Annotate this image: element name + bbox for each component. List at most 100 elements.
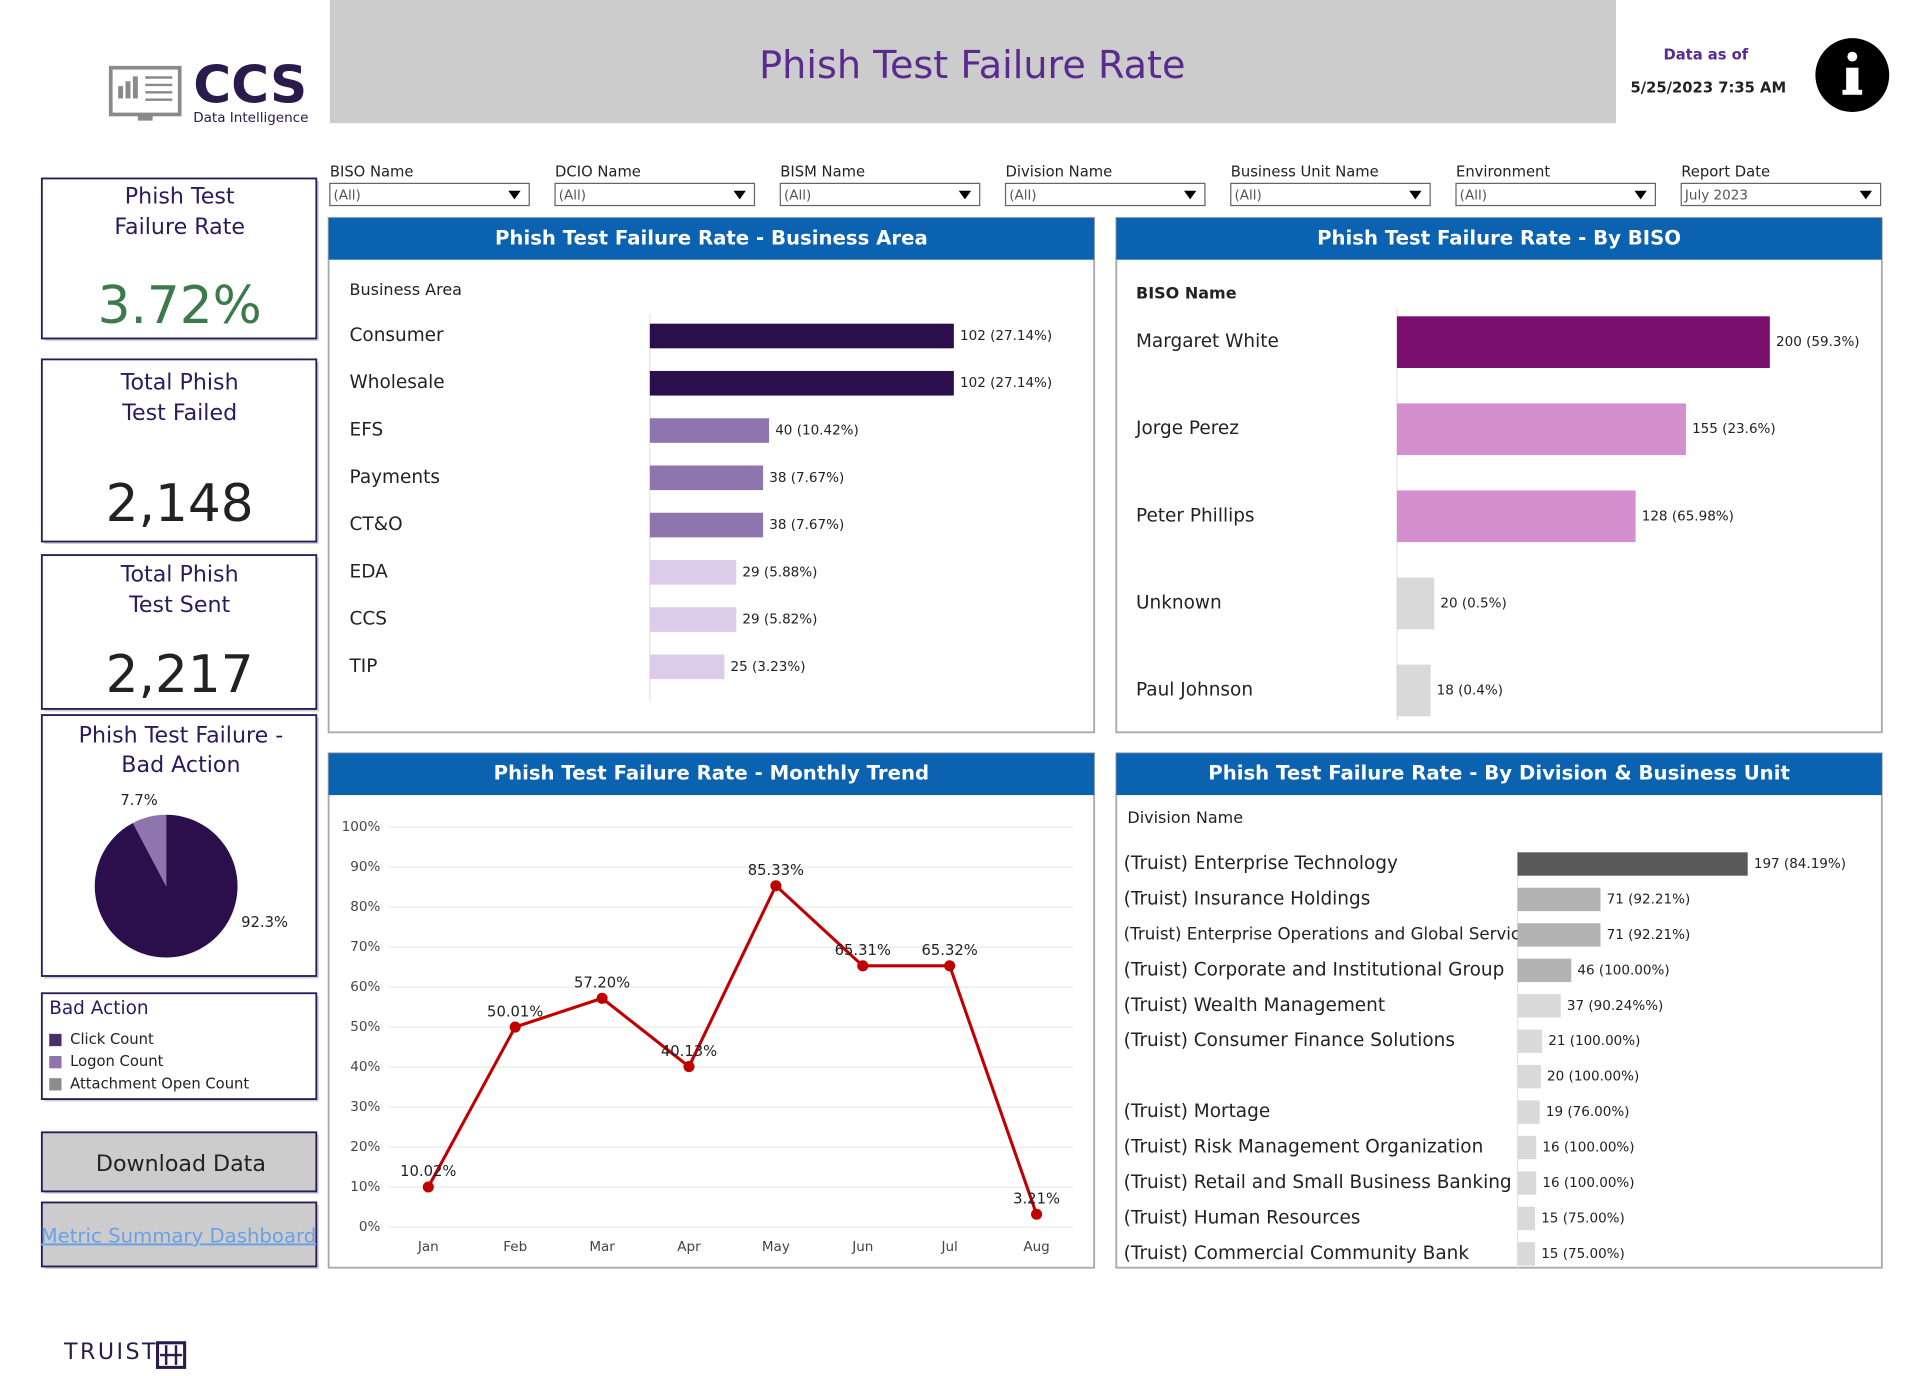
panel-title: Phish Test Failure Rate - By BISO bbox=[1317, 226, 1681, 249]
x-tick-label: Jun bbox=[851, 1239, 873, 1255]
dashboard-link[interactable]: Metric Summary Dashboard bbox=[41, 1224, 317, 1247]
data-label: 102 (27.14%) bbox=[960, 328, 1052, 344]
legend-swatch bbox=[49, 1078, 62, 1091]
bar bbox=[649, 370, 954, 396]
panel bbox=[327, 752, 1096, 1269]
category-label: EFS bbox=[350, 420, 384, 441]
x-tick-label: Feb bbox=[503, 1239, 527, 1255]
axis-label: Business Area bbox=[350, 280, 462, 299]
data-label: 3.21% bbox=[1013, 1190, 1060, 1207]
bar bbox=[1517, 852, 1748, 876]
filter-value[interactable]: (All) bbox=[784, 188, 811, 204]
data-label: 71 (92.21%) bbox=[1607, 927, 1691, 943]
legend-swatch bbox=[49, 1033, 62, 1047]
pie-label: 7.7% bbox=[120, 792, 157, 809]
filter-dropdown[interactable] bbox=[554, 182, 756, 207]
kpi-value: 3.72% bbox=[98, 276, 262, 336]
filter-dropdown[interactable] bbox=[329, 182, 530, 207]
download-button[interactable] bbox=[40, 1131, 318, 1193]
data-label: 29 (5.82%) bbox=[742, 612, 817, 628]
bar bbox=[649, 607, 737, 632]
data-label: 16 (100.00%) bbox=[1542, 1175, 1634, 1191]
bar bbox=[1517, 958, 1572, 983]
category-label: (Truist) Wealth Management bbox=[1124, 995, 1385, 1016]
axis-label: Division Name bbox=[1127, 808, 1243, 827]
data-label: 15 (75.00%) bbox=[1541, 1210, 1625, 1226]
y-tick-label: 10% bbox=[350, 1179, 380, 1195]
legend-title: Bad Action bbox=[49, 998, 148, 1019]
panel bbox=[1115, 216, 1883, 734]
point bbox=[857, 960, 869, 972]
legend-label: Logon Count bbox=[70, 1053, 163, 1070]
filter-dropdown[interactable] bbox=[1455, 182, 1657, 207]
filter-value[interactable]: (All) bbox=[1009, 188, 1036, 204]
dropdown-arrow bbox=[1184, 190, 1197, 200]
x-tick-label: Jul bbox=[941, 1239, 958, 1255]
bar bbox=[649, 560, 737, 585]
bar bbox=[1517, 1171, 1537, 1195]
dropdown-arrow bbox=[1634, 190, 1647, 200]
filter-value[interactable]: (All) bbox=[334, 188, 361, 204]
footer-logo: TRUIST bbox=[63, 1339, 158, 1365]
download-button-label[interactable]: Download Data bbox=[96, 1151, 266, 1177]
pie-title: Bad Action bbox=[121, 752, 240, 778]
link-button[interactable] bbox=[40, 1201, 318, 1268]
category-label: Jorge Perez bbox=[1135, 418, 1239, 439]
pie-label: 92.3% bbox=[241, 914, 288, 931]
panel-header bbox=[328, 217, 1095, 260]
data-label: 19 (76.00%) bbox=[1546, 1104, 1630, 1120]
bar bbox=[649, 323, 954, 349]
category-label: Consumer bbox=[350, 325, 445, 346]
bar bbox=[649, 512, 764, 538]
filter-dropdown[interactable] bbox=[1230, 182, 1431, 207]
filter-label: BISO Name bbox=[330, 163, 414, 180]
filter-dropdown[interactable] bbox=[779, 182, 981, 207]
y-tick-label: 40% bbox=[350, 1059, 380, 1075]
category-label: Unknown bbox=[1136, 592, 1222, 613]
legend-label: Attachment Open Count bbox=[70, 1075, 249, 1092]
category-label: TIP bbox=[349, 656, 378, 677]
point bbox=[596, 992, 608, 1004]
bar bbox=[1517, 1100, 1540, 1124]
filter-dropdown[interactable] bbox=[1680, 182, 1882, 207]
info-button[interactable] bbox=[1815, 38, 1890, 112]
data-label: 16 (100.00%) bbox=[1542, 1140, 1634, 1156]
point bbox=[770, 880, 782, 892]
bar bbox=[1517, 1206, 1536, 1231]
category-label: (Truist) Consumer Finance Solutions bbox=[1124, 1030, 1455, 1051]
bar bbox=[1517, 1064, 1541, 1089]
bar bbox=[649, 418, 770, 443]
point bbox=[509, 1021, 521, 1033]
point bbox=[944, 960, 956, 972]
bar bbox=[1517, 887, 1601, 912]
header-bar bbox=[329, 0, 1616, 124]
bar bbox=[1396, 577, 1435, 630]
data-label: 200 (59.3%) bbox=[1776, 334, 1860, 350]
category-label: (Truist) Commercial Community Bank bbox=[1124, 1243, 1470, 1264]
data-label: 65.31% bbox=[835, 942, 891, 959]
legend-swatch bbox=[49, 1056, 62, 1069]
filter-value[interactable]: (All) bbox=[1234, 188, 1261, 204]
point bbox=[1031, 1208, 1043, 1220]
category-label: (Truist) Enterprise Operations and Globa… bbox=[1124, 924, 1539, 943]
filter-label: Environment bbox=[1456, 163, 1550, 180]
filter-label: Report Date bbox=[1681, 163, 1770, 180]
y-tick-label: 70% bbox=[350, 939, 380, 955]
bar bbox=[1517, 923, 1601, 947]
filter-value[interactable]: (All) bbox=[559, 188, 586, 204]
legend-card bbox=[40, 992, 318, 1100]
category-label: Wholesale bbox=[350, 372, 445, 393]
panel-header bbox=[1116, 217, 1882, 260]
dropdown-arrow bbox=[1859, 190, 1872, 200]
pie-slice bbox=[94, 814, 238, 958]
filter-value[interactable]: (All) bbox=[1460, 188, 1487, 204]
bar bbox=[649, 654, 725, 680]
data-label: 40 (10.42%) bbox=[775, 423, 859, 439]
filter-value[interactable]: July 2023 bbox=[1684, 188, 1748, 204]
bar bbox=[1517, 1135, 1537, 1160]
filter-dropdown[interactable] bbox=[1004, 182, 1206, 207]
dropdown-arrow bbox=[508, 190, 521, 200]
data-label: 10.02% bbox=[400, 1163, 456, 1180]
truist-logo-icon bbox=[156, 1341, 187, 1369]
